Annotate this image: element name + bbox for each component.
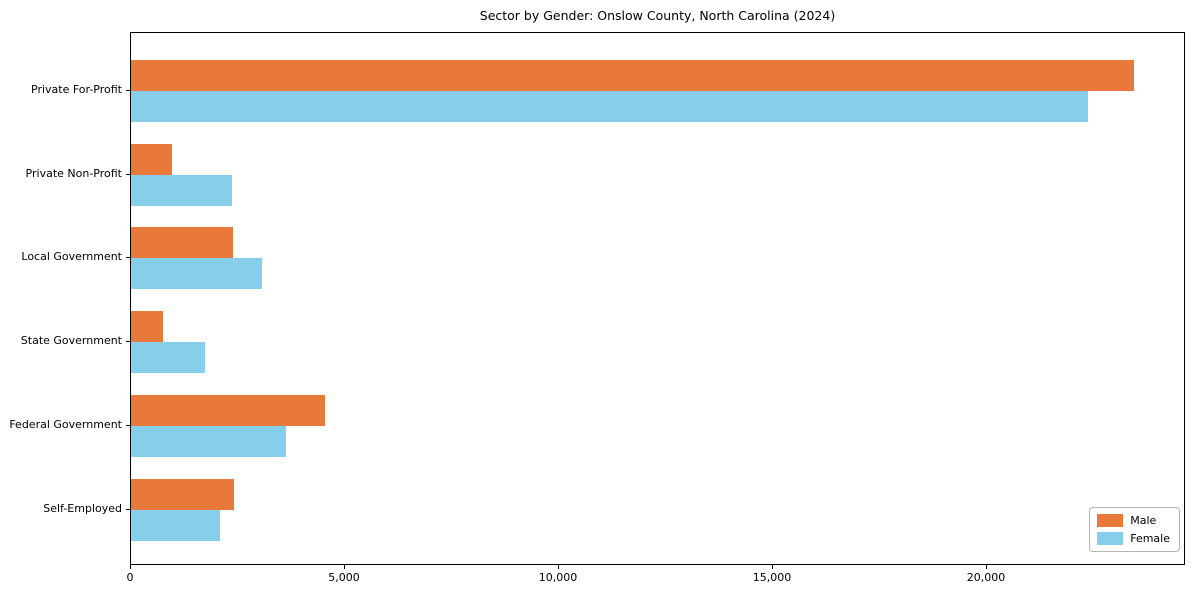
y-tick-label-1: Private Non-Profit	[25, 166, 122, 180]
bar-male-2	[131, 227, 233, 259]
legend-entry-female: Female	[1097, 532, 1170, 545]
x-tick-mark-1	[343, 565, 345, 569]
legend-swatch-male	[1097, 514, 1124, 527]
bar-female-1	[131, 174, 232, 206]
y-tick-mark-3	[126, 341, 130, 343]
y-tick-label-2: Local Government	[21, 250, 122, 264]
x-tick-mark-0	[130, 565, 131, 569]
bar-female-5	[131, 509, 220, 541]
bar-male-0	[131, 60, 1135, 91]
bar-female-2	[131, 258, 262, 290]
bar-male-3	[131, 311, 164, 343]
legend-swatch-female	[1097, 532, 1124, 545]
x-tick-mark-3	[771, 565, 773, 569]
y-tick-label-0: Private For-Profit	[31, 83, 122, 96]
bars-layer	[131, 33, 1184, 564]
y-tick-mark-0	[126, 90, 130, 91]
x-tick-label-4: 20,000	[966, 571, 1006, 584]
x-tick-label-3: 15,000	[752, 571, 792, 584]
bar-male-1	[131, 143, 172, 175]
legend-label-male: Male	[1130, 514, 1157, 527]
y-tick-mark-2	[126, 257, 130, 259]
y-tick-mark-1	[126, 173, 130, 175]
y-tick-mark-5	[126, 508, 130, 510]
legend: Male Female	[1089, 507, 1180, 552]
x-tick-label-0: 0	[126, 571, 134, 584]
y-tick-label-5: Self-Employed	[43, 501, 122, 515]
x-tick-mark-2	[557, 565, 559, 569]
bar-female-3	[131, 342, 205, 374]
x-tick-mark-4	[985, 565, 987, 569]
x-tick-label-2: 10,000	[538, 571, 578, 584]
legend-entry-male: Male	[1097, 514, 1170, 527]
legend-label-female: Female	[1130, 532, 1170, 545]
bar-male-5	[131, 478, 234, 510]
chart-title: Sector by Gender: Onslow County, North C…	[479, 8, 836, 23]
x-tick-label-1: 5,000	[328, 571, 360, 584]
bar-female-0	[131, 91, 1088, 122]
y-tick-mark-4	[126, 424, 130, 426]
bar-male-4	[131, 394, 325, 426]
y-tick-label-3: State Government	[20, 334, 122, 348]
bar-female-4	[131, 425, 286, 457]
y-tick-label-4: Federal Government	[9, 417, 122, 431]
plot-area: Male Female	[130, 32, 1185, 565]
